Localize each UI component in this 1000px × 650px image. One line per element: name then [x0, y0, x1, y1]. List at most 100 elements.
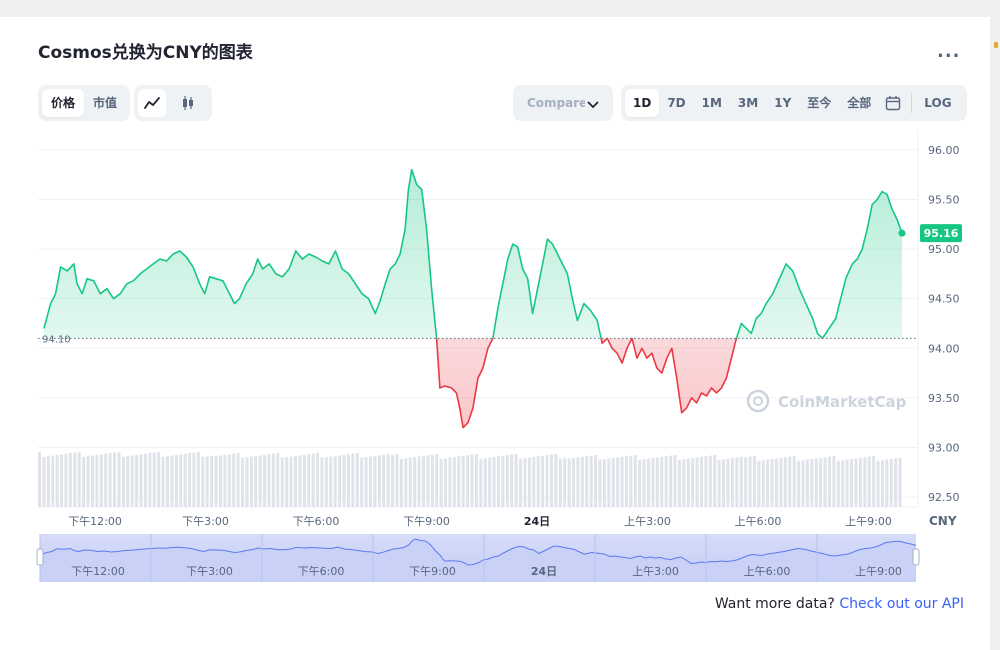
y-axis-labels: 96.00 95.50 95.00 94.50 94.00 93.50 93.00 92.50: [928, 144, 960, 504]
navigator-tick-label: 24日: [531, 565, 557, 578]
volume-bar: [68, 453, 72, 507]
volume-bar: [77, 452, 81, 507]
coinmarketcap-logo-inner: [753, 396, 763, 406]
volume-bar: [289, 456, 293, 507]
volume-bar: [744, 457, 748, 507]
volume-bar: [210, 455, 214, 507]
volume-bar: [346, 454, 350, 507]
range-7d[interactable]: 7D: [667, 96, 686, 110]
volume-bar: [377, 455, 381, 507]
candlestick-icon[interactable]: [174, 89, 202, 117]
volume-bar: [466, 455, 470, 507]
api-link[interactable]: Check out our API: [839, 596, 964, 612]
volume-bar: [316, 453, 320, 507]
more-options-button[interactable]: ...: [937, 41, 961, 62]
x-tick-label: 上午6:00: [735, 515, 782, 528]
volume-bar: [602, 459, 606, 507]
y-tick-label: 94.00: [928, 342, 960, 355]
volume-bar: [633, 455, 637, 507]
range-1d[interactable]: 1D: [625, 89, 660, 117]
navigator-tick-label: 下午6:00: [298, 565, 345, 578]
volume-bar: [73, 452, 77, 507]
volume-bar: [589, 455, 593, 507]
volume-bar: [258, 455, 262, 507]
volume-bar: [126, 456, 130, 507]
time-range-selector: 1D 7D 1M 3M 1Y 至今 全部 LOG: [621, 85, 967, 121]
volume-bar: [329, 456, 333, 507]
volume-bar: [139, 454, 143, 507]
volume-bar: [713, 455, 717, 507]
volume-bar: [669, 455, 673, 507]
volume-bar: [505, 455, 509, 507]
navigator-tick-label: 下午3:00: [186, 565, 233, 578]
volume-bar: [355, 453, 359, 507]
volume-bar: [64, 453, 68, 507]
volume-bar: [580, 456, 584, 507]
y-tick-label: 95.50: [928, 193, 960, 206]
volume-bar: [135, 455, 139, 507]
compare-dropdown[interactable]: Compare with: [513, 85, 613, 121]
line-chart-icon[interactable]: [138, 89, 166, 117]
y-tick-label: 93.00: [928, 441, 960, 454]
volume-bar: [651, 458, 655, 507]
volume-bar: [130, 455, 134, 507]
page-title: Cosmos兑换为CNY的图表: [38, 43, 253, 63]
volume-bar: [143, 453, 147, 507]
volume-bars: [38, 452, 902, 507]
range-all[interactable]: 全部: [847, 96, 872, 110]
volume-bar: [271, 453, 275, 507]
volume-bar: [726, 458, 730, 507]
volume-bar: [435, 454, 439, 507]
volume-bar: [483, 458, 487, 507]
volume-bar: [664, 456, 668, 507]
volume-bar: [642, 459, 646, 507]
volume-bar: [245, 457, 249, 507]
volume-bar: [360, 457, 364, 507]
current-price-tag: 95.16: [920, 224, 962, 243]
volume-bar: [488, 457, 492, 507]
volume-bar: [616, 457, 620, 507]
volume-bar: [863, 457, 867, 507]
volume-bar: [708, 455, 712, 507]
volume-bar: [165, 456, 169, 507]
volume-bar: [876, 460, 880, 507]
volume-bar: [408, 457, 412, 507]
range-1y[interactable]: 1Y: [774, 96, 792, 110]
volume-bar: [430, 454, 434, 507]
volume-bar: [51, 455, 55, 507]
range-3m[interactable]: 3M: [737, 96, 759, 110]
volume-bar: [391, 454, 395, 507]
range-1m[interactable]: 1M: [701, 96, 722, 110]
tab-price[interactable]: 价格: [42, 89, 85, 117]
volume-bar: [382, 454, 386, 507]
x-tick-label: 下午12:00: [68, 515, 122, 528]
volume-bar: [148, 453, 152, 507]
volume-bar: [121, 456, 125, 507]
volume-bar: [845, 459, 849, 507]
volume-bar: [607, 458, 611, 507]
volume-bar: [885, 459, 889, 507]
volume-bar: [810, 459, 814, 507]
volume-bar: [827, 456, 831, 507]
volume-bar: [152, 452, 156, 507]
range-ytd[interactable]: 至今: [807, 96, 832, 110]
calendar-icon[interactable]: [879, 89, 907, 117]
volume-bar: [60, 454, 64, 507]
y-tick-label: 95.00: [928, 243, 960, 256]
volume-bar: [214, 456, 218, 507]
volume-bar: [263, 454, 267, 507]
volume-bar: [192, 452, 196, 507]
log-scale-toggle[interactable]: LOG: [924, 96, 952, 110]
volume-bar: [479, 458, 483, 507]
volume-bar: [333, 456, 337, 507]
volume-bar: [421, 455, 425, 507]
volume-bar: [761, 460, 765, 507]
volume-bar: [232, 453, 236, 507]
tab-market-cap[interactable]: 市值: [93, 96, 118, 110]
volume-bar: [699, 456, 704, 507]
volume-bar: [302, 454, 306, 507]
volume-bar: [527, 457, 531, 507]
volume-bar: [196, 452, 200, 507]
volume-bar: [624, 456, 628, 507]
